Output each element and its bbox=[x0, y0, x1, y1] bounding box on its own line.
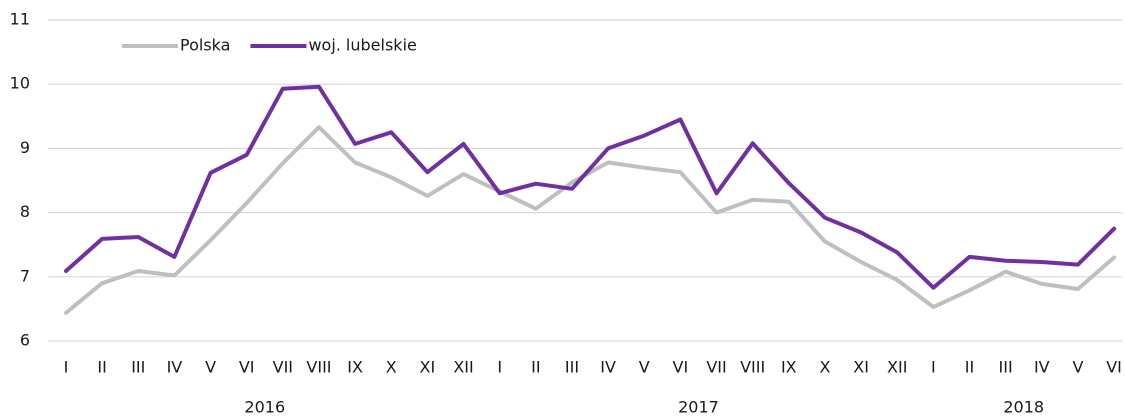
x-tick-label: XI bbox=[853, 358, 869, 377]
x-tick-label: IX bbox=[347, 358, 363, 377]
y-tick-label: 8 bbox=[20, 202, 30, 221]
y-tick-label: 7 bbox=[20, 266, 30, 285]
x-tick-label: III bbox=[131, 358, 145, 377]
x-tick-label: V bbox=[1072, 358, 1083, 377]
x-tick-label: III bbox=[999, 358, 1013, 377]
series-line bbox=[64, 125, 1117, 315]
x-tick-label: IV bbox=[167, 358, 183, 377]
legend-label: woj. lubelskie bbox=[308, 36, 416, 55]
x-tick-label: III bbox=[565, 358, 579, 377]
x-tick-label: VI bbox=[673, 358, 689, 377]
year-label: 2017 bbox=[678, 398, 719, 417]
legend-label: Polska bbox=[180, 36, 230, 55]
x-tick-label: XII bbox=[453, 358, 473, 377]
x-tick-label: X bbox=[819, 358, 830, 377]
x-tick-label: II bbox=[531, 358, 540, 377]
y-tick-label: 9 bbox=[20, 138, 30, 157]
x-tick-label: VII bbox=[273, 358, 293, 377]
y-tick-label: 6 bbox=[20, 331, 30, 350]
x-tick-label: VIII bbox=[740, 358, 765, 377]
x-tick-label: VIII bbox=[306, 358, 331, 377]
x-tick-label: IV bbox=[1034, 358, 1050, 377]
x-tick-label: V bbox=[205, 358, 216, 377]
x-tick-label: X bbox=[386, 358, 397, 377]
x-tick-label: I bbox=[64, 358, 69, 377]
year-label: 2016 bbox=[244, 398, 285, 417]
x-tick-label: I bbox=[931, 358, 936, 377]
x-tick-label: IV bbox=[600, 358, 616, 377]
x-tick-label: VII bbox=[706, 358, 726, 377]
x-tick-label: V bbox=[639, 358, 650, 377]
x-tick-label: I bbox=[497, 358, 502, 377]
y-tick-label: 11 bbox=[10, 10, 30, 29]
y-tick-label: 10 bbox=[10, 74, 30, 93]
x-tick-label: VI bbox=[239, 358, 255, 377]
year-label: 2018 bbox=[1003, 398, 1044, 417]
x-tick-label: XI bbox=[420, 358, 436, 377]
x-tick-label: II bbox=[97, 358, 106, 377]
x-tick-label: XII bbox=[887, 358, 907, 377]
x-tick-label: IX bbox=[781, 358, 797, 377]
x-tick-label: II bbox=[965, 358, 974, 377]
series-line bbox=[64, 84, 1117, 290]
x-tick-label: VI bbox=[1106, 358, 1122, 377]
